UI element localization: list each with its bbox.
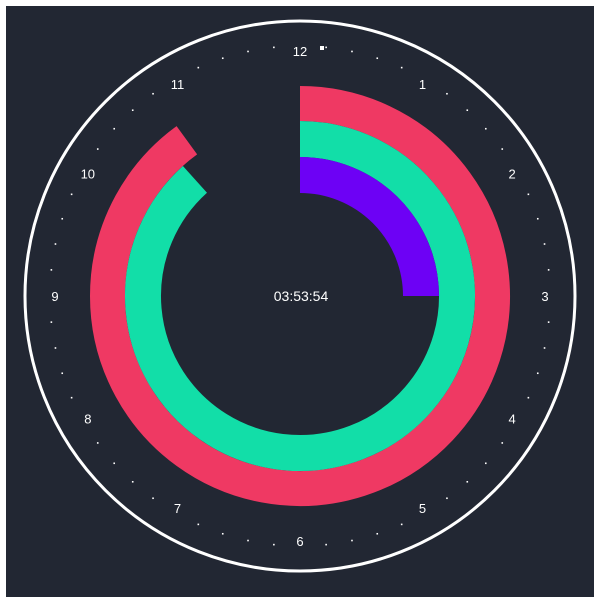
hour-label-3: 3 <box>541 289 548 304</box>
minute-tick <box>446 92 448 95</box>
hour-label-6: 6 <box>296 534 303 549</box>
minute-tick <box>325 46 327 49</box>
minute-tick <box>501 148 504 150</box>
minute-ticks <box>50 46 550 546</box>
hour-label-4: 4 <box>509 412 516 427</box>
minute-tick <box>400 66 403 69</box>
hour-label-1: 1 <box>419 77 426 92</box>
minute-tick <box>70 193 73 196</box>
minute-tick <box>50 321 53 323</box>
minute-tick <box>96 442 99 444</box>
minute-tick <box>527 193 530 196</box>
twelve-marker <box>320 46 324 50</box>
hour-label-2: 2 <box>509 167 516 182</box>
minutes-ring <box>125 121 475 471</box>
minute-tick <box>376 532 379 535</box>
minute-tick <box>543 243 546 245</box>
clock-bezel <box>23 19 577 573</box>
minute-tick <box>376 57 379 60</box>
minute-tick <box>70 396 73 399</box>
minute-tick <box>400 523 403 526</box>
minute-tick <box>501 442 504 444</box>
minute-tick <box>54 243 57 245</box>
minute-tick <box>131 109 134 112</box>
minute-tick <box>446 497 448 500</box>
minute-tick <box>351 539 353 542</box>
minute-tick <box>527 396 530 399</box>
minute-tick <box>61 372 64 375</box>
seconds-ring <box>90 86 510 506</box>
minute-tick <box>325 543 327 546</box>
minute-tick <box>152 497 154 500</box>
minute-tick <box>273 543 275 546</box>
hour-label-11: 11 <box>171 77 185 92</box>
clock-frame: 12 1 2 3 4 5 6 7 8 9 10 11 03:53:54 <box>6 6 594 597</box>
minute-tick <box>484 462 487 465</box>
minute-tick <box>221 532 224 535</box>
hours-ring <box>299 157 439 297</box>
hour-label-8: 8 <box>84 412 91 427</box>
minute-tick <box>536 217 539 220</box>
minute-tick <box>152 92 154 95</box>
minute-tick <box>197 66 200 69</box>
hour-label-7: 7 <box>174 501 181 516</box>
minute-tick <box>547 269 550 271</box>
minute-tick <box>197 523 200 526</box>
minute-tick <box>466 480 469 483</box>
hour-label-5: 5 <box>419 501 426 516</box>
minute-tick <box>50 269 53 271</box>
minute-tick <box>54 347 57 349</box>
minute-tick <box>113 462 116 465</box>
minute-tick <box>96 148 99 150</box>
minute-tick <box>113 127 116 130</box>
hour-label-10: 10 <box>81 167 95 182</box>
minute-tick <box>221 57 224 60</box>
minute-tick <box>536 372 539 375</box>
minute-tick <box>466 109 469 112</box>
time-rings <box>90 86 510 506</box>
minute-tick <box>247 50 249 53</box>
hour-label-12: 12 <box>293 44 307 59</box>
minute-tick <box>351 50 353 53</box>
minute-tick <box>131 480 134 483</box>
minute-tick <box>543 347 546 349</box>
minute-tick <box>273 46 275 49</box>
minute-tick <box>247 539 249 542</box>
minute-tick <box>484 127 487 130</box>
hour-label-9: 9 <box>51 289 58 304</box>
minute-tick <box>61 217 64 220</box>
digital-time-readout: 03:53:54 <box>274 288 329 304</box>
minute-tick <box>547 321 550 323</box>
